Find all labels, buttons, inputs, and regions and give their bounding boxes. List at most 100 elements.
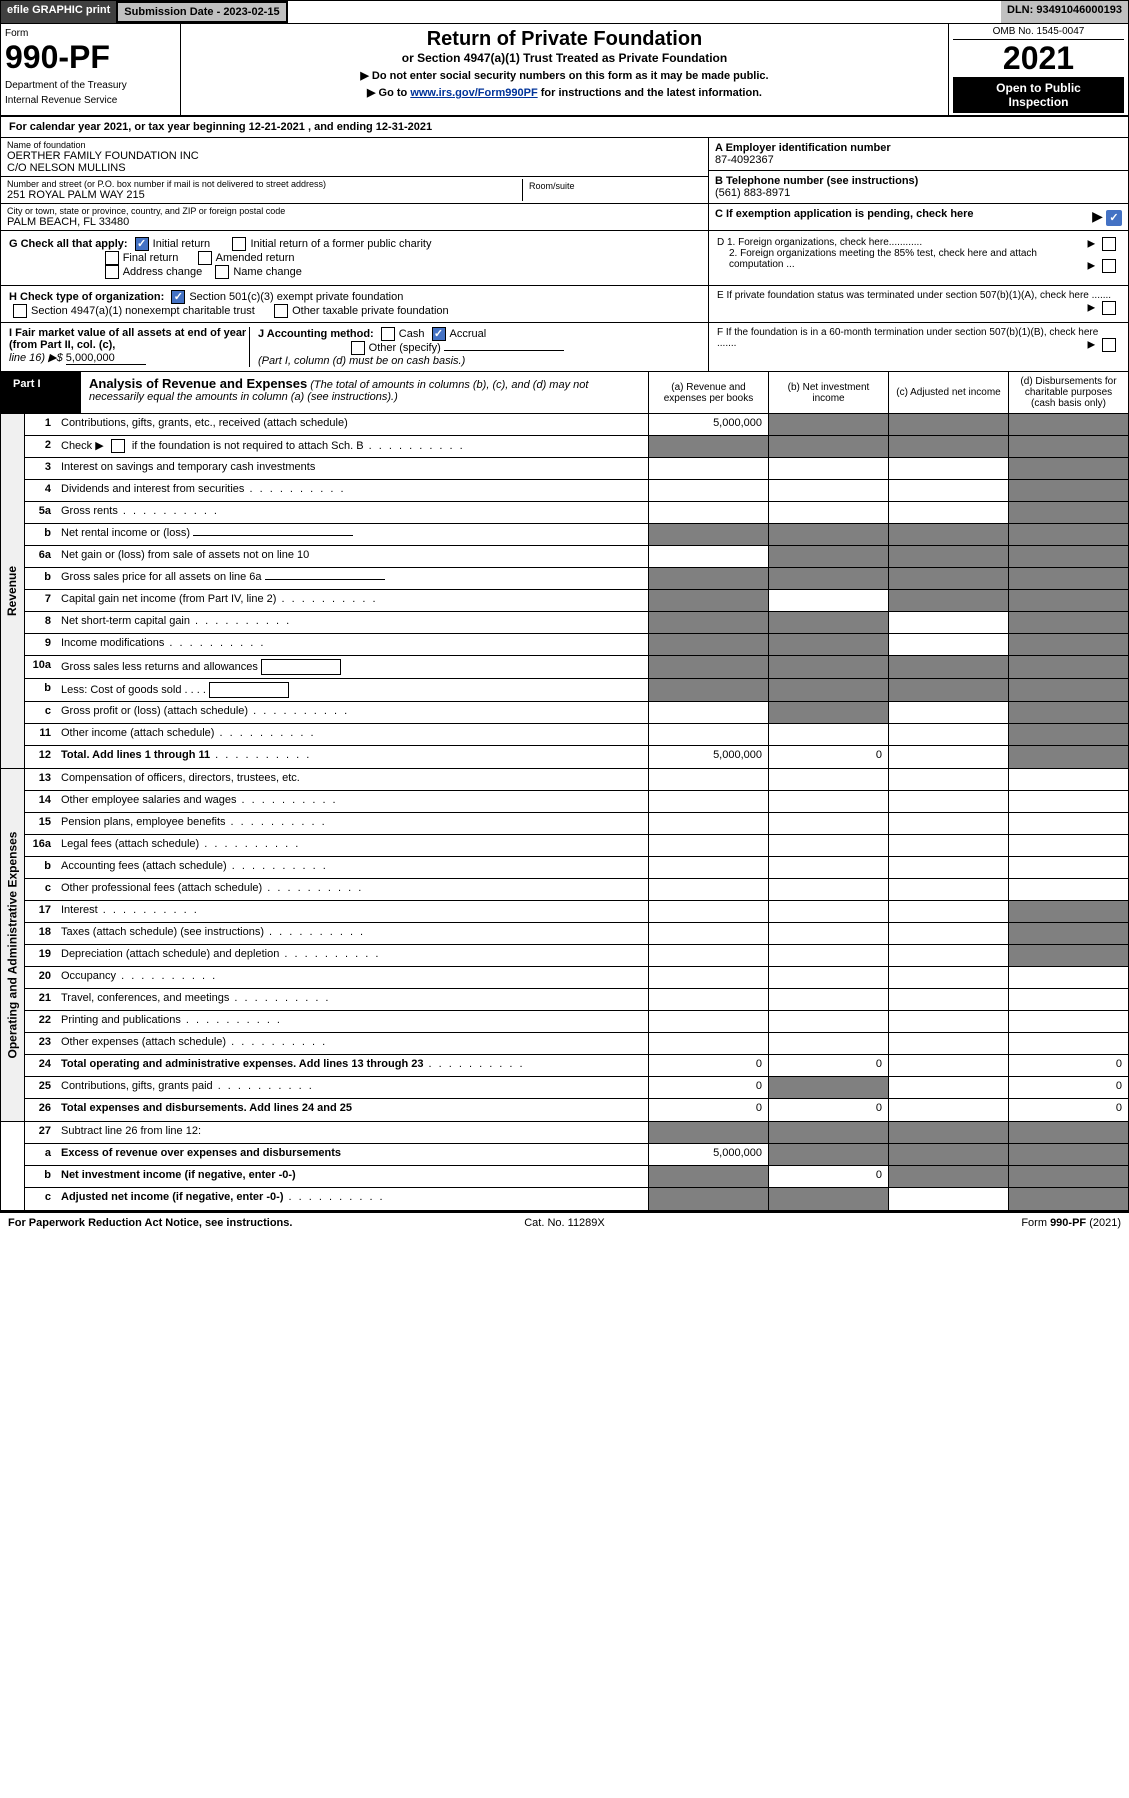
initial-return-checkbox[interactable] — [135, 237, 149, 251]
exemption-pending-label: C If exemption application is pending, c… — [715, 208, 974, 220]
d2-text: 2. Foreign organizations meeting the 85%… — [717, 248, 1120, 270]
col-c-header: (c) Adjusted net income — [888, 372, 1008, 413]
line-27a: aExcess of revenue over expenses and dis… — [25, 1144, 1128, 1166]
line-11: 11Other income (attach schedule) — [25, 724, 1128, 746]
part1-header: Part I Analysis of Revenue and Expenses … — [1, 372, 1128, 414]
line-24: 24Total operating and administrative exp… — [25, 1055, 1128, 1077]
g-label: G Check all that apply: — [9, 238, 128, 250]
fmv-value: 5,000,000 — [66, 352, 146, 365]
exemption-pending-checkbox[interactable]: ✓ — [1106, 210, 1122, 226]
line-21: 21Travel, conferences, and meetings — [25, 989, 1128, 1011]
line-10c: cGross profit or (loss) (attach schedule… — [25, 702, 1128, 724]
city-value: PALM BEACH, FL 33480 — [7, 216, 702, 228]
dept-treasury: Department of the Treasury — [5, 80, 172, 91]
j-label: J Accounting method: — [258, 328, 374, 340]
h-e-row: H Check type of organization: Section 50… — [1, 286, 1128, 323]
line-6a: 6aNet gain or (loss) from sale of assets… — [25, 546, 1128, 568]
line-26: 26Total expenses and disbursements. Add … — [25, 1099, 1128, 1121]
line-13: 13Compensation of officers, directors, t… — [25, 769, 1128, 791]
omb-number: OMB No. 1545-0047 — [953, 26, 1124, 40]
street-value: 251 ROYAL PALM WAY 215 — [7, 189, 522, 201]
line-5a: 5aGross rents — [25, 502, 1128, 524]
line-27: 27Subtract line 26 from line 12: — [25, 1122, 1128, 1144]
line-12: 12Total. Add lines 1 through 11 5,000,00… — [25, 746, 1128, 768]
amended-return-checkbox[interactable] — [198, 251, 212, 265]
line-27c: cAdjusted net income (if negative, enter… — [25, 1188, 1128, 1210]
form-title: Return of Private Foundation — [193, 28, 936, 51]
foundation-name-2: C/O NELSON MULLINS — [7, 162, 702, 174]
submission-date: Submission Date - 2023-02-15 — [116, 1, 287, 23]
line-16a: 16aLegal fees (attach schedule) — [25, 835, 1128, 857]
final-return-checkbox[interactable] — [105, 251, 119, 265]
line-1: 1 Contributions, gifts, grants, etc., re… — [25, 414, 1128, 436]
address-change-checkbox[interactable] — [105, 265, 119, 279]
phone-value: (561) 883-8971 — [715, 187, 1122, 199]
line-18: 18Taxes (attach schedule) (see instructi… — [25, 923, 1128, 945]
line-27b: bNet investment income (if negative, ent… — [25, 1166, 1128, 1188]
other-method-checkbox[interactable] — [351, 341, 365, 355]
other-taxable-checkbox[interactable] — [274, 304, 288, 318]
line-27-block: 27Subtract line 26 from line 12: aExcess… — [1, 1122, 1128, 1212]
city-label: City or town, state or province, country… — [7, 206, 702, 216]
g-d-row: G Check all that apply: Initial return I… — [1, 231, 1128, 286]
calendar-year-row: For calendar year 2021, or tax year begi… — [1, 117, 1128, 138]
col-b-header: (b) Net investment income — [768, 372, 888, 413]
expenses-side-label: Operating and Administrative Expenses — [1, 769, 25, 1121]
dln: DLN: 93491046000193 — [1001, 1, 1128, 23]
entity-block: Name of foundation OERTHER FAMILY FOUNDA… — [1, 138, 1128, 231]
ein-value: 87-4092367 — [715, 154, 1122, 166]
j-note: (Part I, column (d) must be on cash basi… — [258, 355, 465, 367]
line-3: 3Interest on savings and temporary cash … — [25, 458, 1128, 480]
501c3-checkbox[interactable] — [171, 290, 185, 304]
line-15: 15Pension plans, employee benefits — [25, 813, 1128, 835]
col-a-header: (a) Revenue and expenses per books — [648, 372, 768, 413]
phone-label: B Telephone number (see instructions) — [715, 175, 1122, 187]
accrual-checkbox[interactable] — [432, 327, 446, 341]
d1-text: D 1. Foreign organizations, check here..… — [717, 237, 1120, 248]
f-checkbox[interactable] — [1102, 338, 1116, 352]
line-10b: bLess: Cost of goods sold . . . . — [25, 679, 1128, 702]
part1-title: Analysis of Revenue and Expenses (The to… — [81, 372, 648, 413]
e-checkbox[interactable] — [1102, 301, 1116, 315]
d1-checkbox[interactable] — [1102, 237, 1116, 251]
line-16b: bAccounting fees (attach schedule) — [25, 857, 1128, 879]
revenue-block: Revenue 1 Contributions, gifts, grants, … — [1, 414, 1128, 769]
efile-badge: efile GRAPHIC print — [1, 1, 116, 23]
line-4: 4Dividends and interest from securities — [25, 480, 1128, 502]
foundation-name-1: OERTHER FAMILY FOUNDATION INC — [7, 150, 702, 162]
line-14: 14Other employee salaries and wages — [25, 791, 1128, 813]
line-12-col-b: 0 — [768, 746, 888, 768]
dept-irs: Internal Revenue Service — [5, 95, 172, 106]
open-to-public: Open to Public Inspection — [953, 77, 1124, 113]
revenue-side-label: Revenue — [1, 414, 25, 768]
name-label: Name of foundation — [7, 140, 702, 150]
line-20: 20Occupancy — [25, 967, 1128, 989]
4947-checkbox[interactable] — [13, 304, 27, 318]
footer-left: For Paperwork Reduction Act Notice, see … — [8, 1217, 379, 1229]
line-2: 2 Check ▶ if the foundation is not requi… — [25, 436, 1128, 458]
street-label: Number and street (or P.O. box number if… — [7, 179, 522, 189]
d2-checkbox[interactable] — [1102, 259, 1116, 273]
i-label: I Fair market value of all assets at end… — [9, 327, 246, 351]
instruction-1: ▶ Do not enter social security numbers o… — [193, 69, 936, 82]
irs-link[interactable]: www.irs.gov/Form990PF — [410, 87, 537, 99]
cash-checkbox[interactable] — [381, 327, 395, 341]
sch-b-checkbox[interactable] — [111, 439, 125, 453]
room-label: Room/suite — [529, 181, 696, 191]
col-d-header: (d) Disbursements for charitable purpose… — [1008, 372, 1128, 413]
e-text: E If private foundation status was termi… — [717, 290, 1111, 301]
i-j-f-row: I Fair market value of all assets at end… — [1, 323, 1128, 372]
name-change-checkbox[interactable] — [215, 265, 229, 279]
line-8: 8Net short-term capital gain — [25, 612, 1128, 634]
line-10a: 10aGross sales less returns and allowanc… — [25, 656, 1128, 679]
tax-year: 2021 — [953, 40, 1124, 77]
expenses-block: Operating and Administrative Expenses 13… — [1, 769, 1128, 1122]
instruction-2: ▶ Go to www.irs.gov/Form990PF for instru… — [193, 86, 936, 99]
line-23: 23Other expenses (attach schedule) — [25, 1033, 1128, 1055]
line-16c: cOther professional fees (attach schedul… — [25, 879, 1128, 901]
initial-former-checkbox[interactable] — [232, 237, 246, 251]
line-12-col-a: 5,000,000 — [648, 746, 768, 768]
form-header: Form 990-PF Department of the Treasury I… — [1, 24, 1128, 117]
page-footer: For Paperwork Reduction Act Notice, see … — [0, 1213, 1129, 1233]
h-label: H Check type of organization: — [9, 291, 164, 303]
